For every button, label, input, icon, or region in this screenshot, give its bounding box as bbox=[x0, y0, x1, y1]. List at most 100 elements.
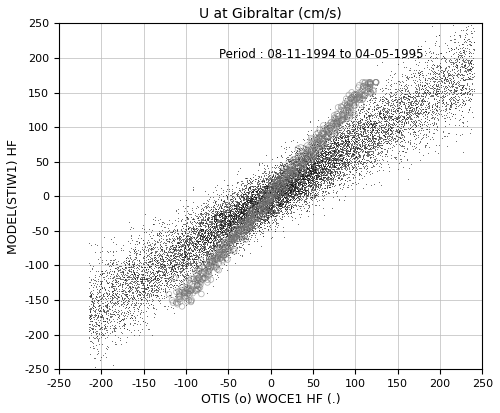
Point bbox=[276, 191, 284, 197]
Point bbox=[344, 152, 351, 159]
Point bbox=[242, 190, 250, 197]
Point bbox=[262, 204, 270, 210]
Point bbox=[338, 111, 346, 118]
Point bbox=[222, 226, 230, 233]
Point bbox=[452, 87, 460, 94]
Point bbox=[266, 199, 274, 205]
Point bbox=[348, 158, 356, 165]
Point bbox=[276, 180, 284, 187]
Point bbox=[234, 212, 242, 218]
Point bbox=[221, 207, 229, 214]
Point bbox=[288, 159, 296, 165]
Point bbox=[466, 58, 473, 65]
Point bbox=[370, 118, 378, 125]
Point bbox=[253, 198, 261, 205]
Point bbox=[282, 175, 290, 182]
Point bbox=[354, 150, 362, 157]
Point bbox=[312, 147, 320, 153]
Point bbox=[84, 324, 92, 330]
Point bbox=[116, 275, 124, 282]
Point bbox=[314, 149, 322, 155]
Point bbox=[120, 312, 128, 318]
Point bbox=[400, 109, 408, 116]
Point bbox=[434, 97, 442, 103]
Point bbox=[326, 181, 334, 188]
Point bbox=[294, 145, 302, 151]
Point bbox=[266, 200, 274, 206]
Point bbox=[376, 103, 384, 110]
Point bbox=[434, 90, 442, 96]
Point bbox=[252, 222, 260, 229]
Point bbox=[270, 193, 278, 200]
Point bbox=[320, 156, 328, 163]
Point bbox=[275, 194, 283, 200]
Point bbox=[318, 159, 326, 165]
Point bbox=[323, 163, 331, 170]
Point bbox=[268, 188, 276, 194]
Point bbox=[92, 342, 100, 348]
Point bbox=[146, 282, 154, 289]
Point bbox=[350, 98, 358, 105]
Point bbox=[224, 206, 232, 213]
Point bbox=[210, 254, 218, 261]
Point bbox=[248, 195, 256, 201]
Point bbox=[375, 134, 383, 141]
Point bbox=[314, 152, 322, 159]
Point bbox=[447, 95, 455, 102]
Point bbox=[219, 247, 227, 254]
Point bbox=[350, 171, 358, 178]
Point bbox=[228, 187, 236, 194]
Point bbox=[221, 212, 229, 219]
Point bbox=[136, 263, 144, 269]
Point bbox=[186, 252, 194, 259]
Point bbox=[220, 241, 228, 248]
Point bbox=[94, 322, 102, 329]
Point bbox=[404, 112, 412, 118]
Point bbox=[446, 102, 454, 109]
Point bbox=[358, 145, 366, 152]
Point bbox=[224, 233, 232, 240]
Point bbox=[310, 175, 318, 181]
Point bbox=[288, 197, 296, 204]
Point bbox=[373, 102, 381, 109]
Point bbox=[252, 211, 260, 218]
Point bbox=[150, 256, 158, 263]
Point bbox=[365, 119, 373, 125]
Point bbox=[435, 76, 443, 83]
Point bbox=[102, 277, 110, 284]
Point bbox=[248, 217, 256, 223]
Point bbox=[330, 175, 338, 181]
Point bbox=[312, 164, 320, 170]
Point bbox=[248, 205, 256, 212]
Point bbox=[138, 263, 146, 270]
Point bbox=[392, 112, 400, 119]
Point bbox=[155, 229, 163, 236]
Point bbox=[304, 172, 312, 179]
Point bbox=[352, 129, 360, 136]
Point bbox=[278, 192, 286, 199]
Point bbox=[396, 97, 404, 104]
Point bbox=[324, 137, 332, 143]
Point bbox=[435, 111, 443, 118]
Point bbox=[191, 287, 199, 294]
Point bbox=[406, 116, 414, 122]
Point bbox=[154, 263, 162, 270]
Point bbox=[436, 63, 444, 70]
Point bbox=[262, 209, 270, 215]
Point bbox=[362, 84, 370, 91]
Point bbox=[447, 100, 455, 106]
Point bbox=[422, 142, 430, 149]
Point bbox=[260, 177, 268, 184]
Point bbox=[368, 128, 376, 135]
Point bbox=[274, 187, 282, 193]
Point bbox=[122, 283, 130, 290]
Point bbox=[456, 49, 464, 56]
Point bbox=[206, 207, 214, 214]
Point bbox=[306, 144, 314, 150]
Point bbox=[310, 155, 318, 161]
Point bbox=[181, 245, 189, 252]
Point bbox=[312, 159, 320, 166]
Point bbox=[412, 109, 420, 116]
Point bbox=[252, 197, 260, 204]
Point bbox=[222, 213, 230, 220]
